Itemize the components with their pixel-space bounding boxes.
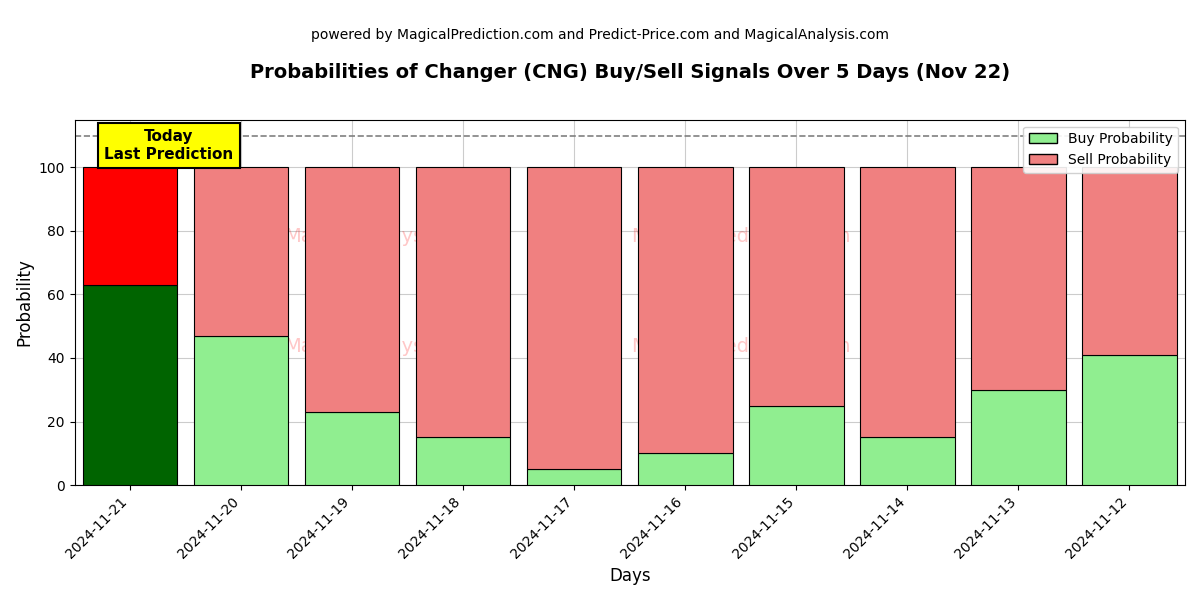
Text: MagicalAnalysis.com: MagicalAnalysis.com <box>284 227 487 246</box>
Bar <box>305 412 400 485</box>
Text: powered by MagicalPrediction.com and Predict-Price.com and MagicalAnalysis.com: powered by MagicalPrediction.com and Pre… <box>311 28 889 42</box>
Bar <box>83 167 178 285</box>
Bar <box>638 167 732 454</box>
Bar <box>416 167 510 437</box>
Bar <box>527 469 622 485</box>
Bar <box>194 167 288 336</box>
Bar <box>971 390 1066 485</box>
Bar <box>971 167 1066 390</box>
Bar <box>83 285 178 485</box>
Bar <box>860 167 955 437</box>
Bar <box>305 167 400 412</box>
Text: MagicalAnalysis.com: MagicalAnalysis.com <box>284 337 487 356</box>
Title: Probabilities of Changer (CNG) Buy/Sell Signals Over 5 Days (Nov 22): Probabilities of Changer (CNG) Buy/Sell … <box>250 63 1010 82</box>
Bar <box>860 437 955 485</box>
Text: MagicalPrediction.com: MagicalPrediction.com <box>631 337 851 356</box>
Bar <box>194 336 288 485</box>
Y-axis label: Probability: Probability <box>16 259 34 346</box>
Bar <box>1082 167 1177 355</box>
Bar <box>749 406 844 485</box>
Bar <box>1082 355 1177 485</box>
Bar <box>527 167 622 469</box>
Text: Today
Last Prediction: Today Last Prediction <box>104 129 234 161</box>
Legend: Buy Probability, Sell Probability: Buy Probability, Sell Probability <box>1024 127 1178 173</box>
Bar <box>749 167 844 406</box>
Bar <box>638 454 732 485</box>
Text: MagicalPrediction.com: MagicalPrediction.com <box>631 227 851 246</box>
Bar <box>416 437 510 485</box>
X-axis label: Days: Days <box>610 567 650 585</box>
